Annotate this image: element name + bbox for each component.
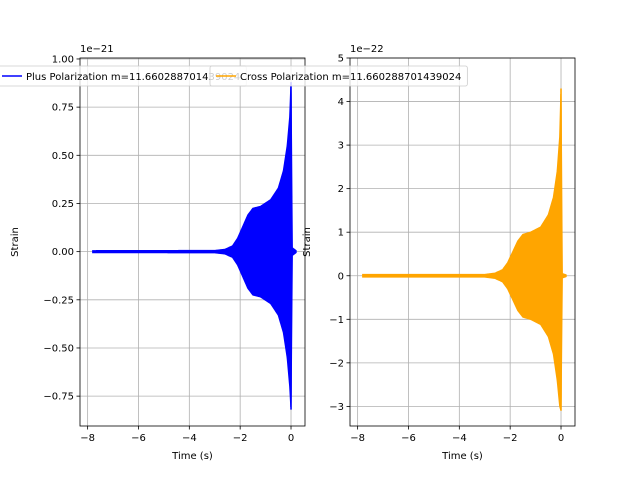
y-tick-label: 0.50 bbox=[52, 151, 74, 162]
y-tick-label: −0.50 bbox=[43, 343, 74, 354]
y-axis-label: Strain bbox=[10, 227, 21, 257]
plus-polarization-axes: −8 −6 −4 −2 0 −0.75 −0.50 −0.25 0.00 0.25 0.50 0.7… bbox=[10, 44, 306, 462]
legend-plus: Plus Polarization m=11.660288701439024 bbox=[0, 65, 247, 87]
legend-box bbox=[209, 65, 468, 87]
x-tick-label: −8 bbox=[350, 433, 365, 444]
y-axis-label: Strain bbox=[302, 227, 313, 257]
x-tick-label: −4 bbox=[182, 433, 197, 444]
y-tick-label: 0.25 bbox=[52, 199, 74, 210]
x-tick-label: −4 bbox=[452, 433, 467, 444]
legend-label: Plus Polarization m=11.660288701439024 bbox=[26, 72, 240, 83]
y-tick-label: −1 bbox=[329, 315, 344, 326]
x-tick-label: 0 bbox=[558, 433, 564, 444]
y-tick-label: −3 bbox=[329, 402, 344, 413]
axes-frame bbox=[349, 57, 576, 427]
x-ticks: −8 −6 −4 −2 0 bbox=[80, 426, 294, 444]
plot-area bbox=[92, 82, 297, 410]
y-tick-label: 5 bbox=[338, 54, 344, 65]
y-tick-label: 1 bbox=[338, 228, 344, 239]
axes-frame bbox=[79, 57, 306, 427]
y-offset-text: 1e−22 bbox=[350, 44, 384, 55]
y-tick-label: 0.00 bbox=[52, 247, 74, 258]
x-tick-label: 0 bbox=[288, 433, 294, 444]
y-tick-label: −0.75 bbox=[43, 392, 74, 403]
x-tick-label: −6 bbox=[401, 433, 416, 444]
y-tick-label: 3 bbox=[338, 141, 344, 152]
x-axis-label: Time (s) bbox=[171, 451, 213, 462]
series-waveform bbox=[362, 93, 567, 411]
y-tick-label: 2 bbox=[338, 184, 344, 195]
x-axis-label: Time (s) bbox=[441, 451, 483, 462]
legend-label: Cross Polarization m=11.660288701439024 bbox=[240, 72, 461, 83]
y-tick-label: −2 bbox=[329, 358, 344, 369]
y-tick-label: 1.00 bbox=[52, 54, 74, 65]
x-tick-label: −8 bbox=[80, 433, 95, 444]
series-waveform bbox=[92, 86, 297, 408]
y-offset-text: 1e−21 bbox=[80, 44, 114, 55]
y-tick-label: 4 bbox=[338, 97, 344, 108]
y-tick-label: 0.75 bbox=[52, 103, 74, 114]
legend-cross: Cross Polarization m=11.660288701439024 bbox=[209, 65, 468, 87]
y-ticks: −3 −2 −1 0 1 2 3 4 5 bbox=[329, 54, 350, 413]
x-ticks: −8 −6 −4 −2 0 bbox=[350, 426, 564, 444]
x-tick-label: −6 bbox=[131, 433, 146, 444]
cross-polarization-axes: −8 −6 −4 −2 0 −3 −2 −1 0 1 2 3 4 5 Time (s) Strain 1… bbox=[302, 44, 576, 462]
x-tick-label: −2 bbox=[233, 433, 248, 444]
y-tick-label: −0.25 bbox=[43, 295, 74, 306]
y-tick-label: 0 bbox=[338, 271, 344, 282]
x-tick-label: −2 bbox=[503, 433, 518, 444]
y-ticks: −0.75 −0.50 −0.25 0.00 0.25 0.50 0.75 1.00 bbox=[43, 54, 80, 403]
plot-area bbox=[362, 88, 567, 411]
